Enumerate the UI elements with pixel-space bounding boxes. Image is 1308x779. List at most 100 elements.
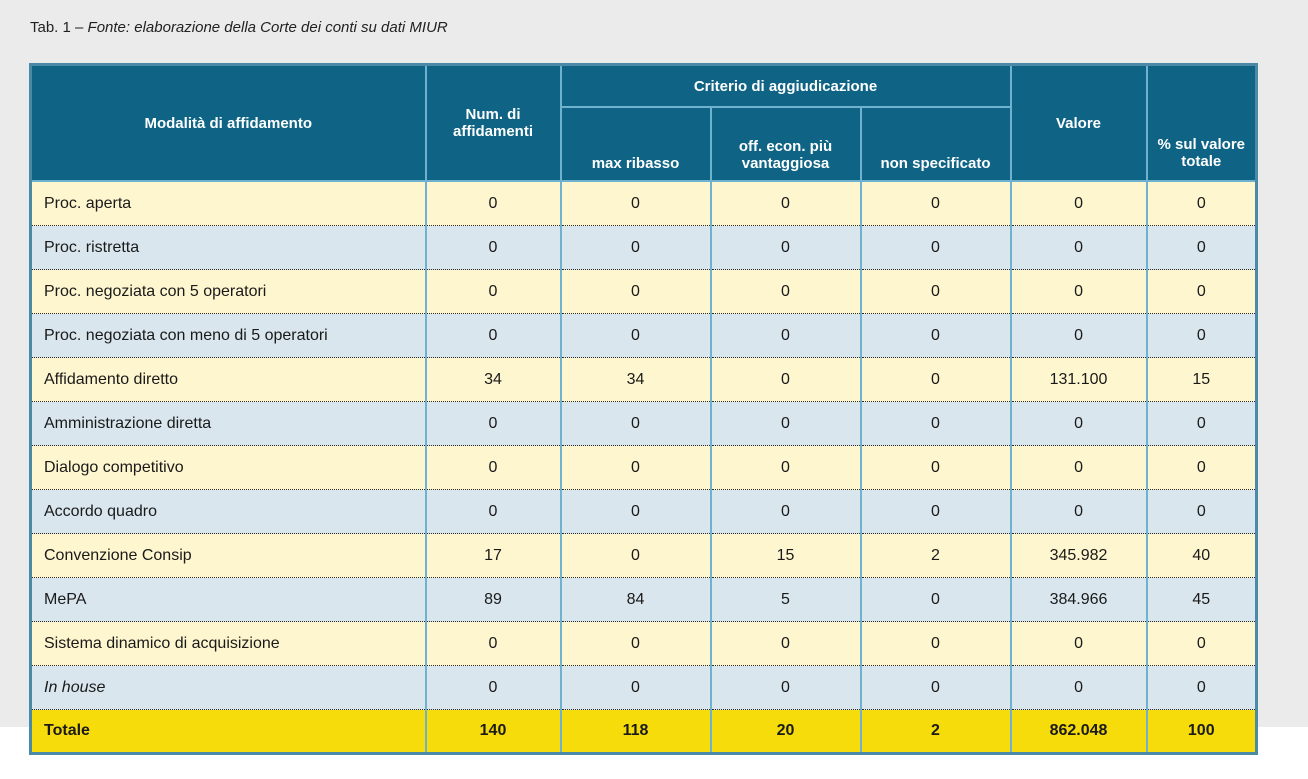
total-perc: 100 — [1145, 709, 1258, 754]
row-label: Proc. negoziata con meno di 5 operatori — [29, 313, 427, 358]
cell-num: 0 — [424, 621, 562, 666]
cell-non-specificato: 0 — [859, 445, 1012, 490]
total-row: Totale 140 118 20 2 862.048 100 — [29, 709, 1258, 754]
cell-perc: 45 — [1145, 577, 1258, 622]
cell-perc: 0 — [1145, 401, 1258, 446]
cell-perc: 0 — [1145, 181, 1258, 226]
cell-perc: 0 — [1145, 445, 1258, 490]
cell-perc: 40 — [1145, 533, 1258, 578]
cell-max-ribasso: 0 — [559, 445, 712, 490]
cell-non-specificato: 2 — [859, 533, 1012, 578]
cell-num: 0 — [424, 313, 562, 358]
cell-valore: 0 — [1009, 401, 1148, 446]
cell-num: 17 — [424, 533, 562, 578]
cell-perc: 15 — [1145, 357, 1258, 402]
cell-num: 0 — [424, 269, 562, 314]
table-row: Sistema dinamico di acquisizione 0 0 0 0… — [29, 621, 1258, 666]
total-off-econ: 20 — [709, 709, 862, 754]
table-row: Proc. negoziata con 5 operatori 0 0 0 0 … — [29, 269, 1258, 314]
cell-num: 0 — [424, 225, 562, 270]
cell-off-econ: 0 — [709, 489, 862, 534]
cell-valore: 131.100 — [1009, 357, 1148, 402]
cell-off-econ: 0 — [709, 357, 862, 402]
cell-perc: 0 — [1145, 225, 1258, 270]
cell-off-econ: 0 — [709, 665, 862, 710]
caption-source: Fonte: elaborazione della Corte dei cont… — [87, 19, 448, 36]
header-valore: Valore — [1009, 63, 1148, 182]
cell-max-ribasso: 0 — [559, 181, 712, 226]
header-criterio: Criterio di aggiudicazione — [559, 63, 1012, 108]
cell-num: 0 — [424, 445, 562, 490]
table-row: MePA 89 84 5 0 384.966 45 — [29, 577, 1258, 622]
total-label: Totale — [29, 709, 427, 754]
cell-off-econ: 0 — [709, 269, 862, 314]
cell-valore: 0 — [1009, 445, 1148, 490]
cell-num: 34 — [424, 357, 562, 402]
cell-num: 0 — [424, 181, 562, 226]
total-max-ribasso: 118 — [559, 709, 712, 754]
header-num-affidamenti: Num. di affidamenti — [424, 63, 562, 182]
header-modalita: Modalità di affidamento — [29, 63, 427, 182]
cell-max-ribasso: 34 — [559, 357, 712, 402]
table-row: Amministrazione diretta 0 0 0 0 0 0 — [29, 401, 1258, 446]
row-label: Proc. negoziata con 5 operatori — [29, 269, 427, 314]
cell-max-ribasso: 0 — [559, 401, 712, 446]
header-max-ribasso: max ribasso — [559, 106, 712, 182]
cell-max-ribasso: 84 — [559, 577, 712, 622]
table-row: Proc. ristretta 0 0 0 0 0 0 — [29, 225, 1258, 270]
header-perc-valore: % sul valore totale — [1145, 63, 1258, 182]
cell-off-econ: 0 — [709, 401, 862, 446]
table-caption: Tab. 1 – Fonte: elaborazione della Corte… — [30, 19, 448, 36]
cell-off-econ: 15 — [709, 533, 862, 578]
row-label: Dialogo competitivo — [29, 445, 427, 490]
cell-num: 89 — [424, 577, 562, 622]
caption-lead: Tab. 1 – — [30, 19, 88, 36]
cell-non-specificato: 0 — [859, 269, 1012, 314]
cell-non-specificato: 0 — [859, 357, 1012, 402]
row-label: In house — [29, 665, 427, 710]
cell-perc: 0 — [1145, 489, 1258, 534]
total-non-specificato: 2 — [859, 709, 1012, 754]
cell-valore: 0 — [1009, 621, 1148, 666]
cell-valore: 0 — [1009, 181, 1148, 226]
row-label: Sistema dinamico di acquisizione — [29, 621, 427, 666]
cell-non-specificato: 0 — [859, 313, 1012, 358]
total-valore: 862.048 — [1009, 709, 1148, 754]
cell-off-econ: 5 — [709, 577, 862, 622]
row-label: Proc. aperta — [29, 181, 427, 226]
row-label: Amministrazione diretta — [29, 401, 427, 446]
procurement-table: Modalità di affidamento Num. di affidame… — [29, 63, 1259, 755]
cell-off-econ: 0 — [709, 181, 862, 226]
cell-valore: 0 — [1009, 665, 1148, 710]
cell-num: 0 — [424, 489, 562, 534]
table-row: Accordo quadro 0 0 0 0 0 0 — [29, 489, 1258, 534]
cell-max-ribasso: 0 — [559, 621, 712, 666]
cell-non-specificato: 0 — [859, 225, 1012, 270]
cell-non-specificato: 0 — [859, 181, 1012, 226]
total-num: 140 — [424, 709, 562, 754]
cell-perc: 0 — [1145, 269, 1258, 314]
row-label: Proc. ristretta — [29, 225, 427, 270]
cell-non-specificato: 0 — [859, 489, 1012, 534]
cell-num: 0 — [424, 401, 562, 446]
cell-non-specificato: 0 — [859, 621, 1012, 666]
cell-perc: 0 — [1145, 313, 1258, 358]
cell-max-ribasso: 0 — [559, 665, 712, 710]
table-row: Convenzione Consip 17 0 15 2 345.982 40 — [29, 533, 1258, 578]
row-label: Convenzione Consip — [29, 533, 427, 578]
cell-valore: 384.966 — [1009, 577, 1148, 622]
table-row: Affidamento diretto 34 34 0 0 131.100 15 — [29, 357, 1258, 402]
cell-perc: 0 — [1145, 665, 1258, 710]
cell-max-ribasso: 0 — [559, 269, 712, 314]
cell-valore: 0 — [1009, 489, 1148, 534]
cell-off-econ: 0 — [709, 621, 862, 666]
cell-max-ribasso: 0 — [559, 225, 712, 270]
row-label: MePA — [29, 577, 427, 622]
header-non-specificato: non specificato — [859, 106, 1012, 182]
cell-non-specificato: 0 — [859, 401, 1012, 446]
cell-valore: 0 — [1009, 313, 1148, 358]
cell-max-ribasso: 0 — [559, 313, 712, 358]
cell-off-econ: 0 — [709, 313, 862, 358]
table-row: Proc. aperta 0 0 0 0 0 0 — [29, 181, 1258, 226]
cell-non-specificato: 0 — [859, 665, 1012, 710]
